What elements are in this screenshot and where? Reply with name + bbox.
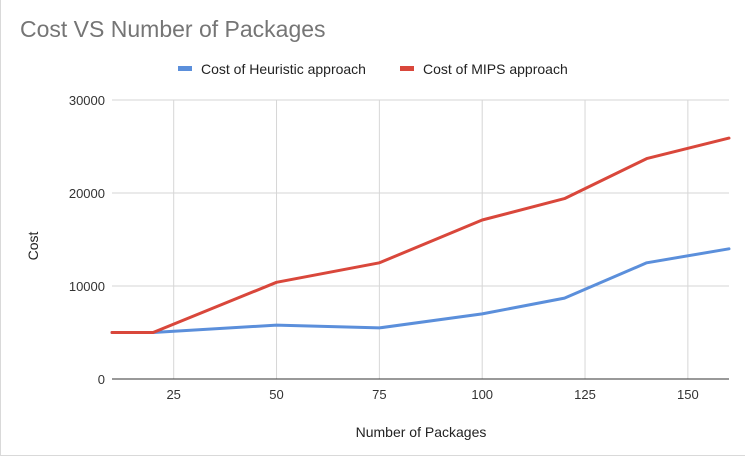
x-tick-label: 150 xyxy=(677,387,699,402)
series-line-mips xyxy=(110,136,731,334)
x-tick-label: 25 xyxy=(166,387,180,402)
y-tick-label: 30000 xyxy=(69,93,105,108)
x-tick-label: 100 xyxy=(471,387,493,402)
y-axis-ticks: 0 10000 20000 30000 xyxy=(69,93,105,387)
x-tick-label: 125 xyxy=(574,387,596,402)
x-axis-ticks: 25 50 75 100 125 150 xyxy=(166,387,698,402)
legend-swatch xyxy=(178,66,192,71)
x-axis-title: Number of Packages xyxy=(356,424,487,440)
legend-swatch xyxy=(400,66,414,71)
legend: Cost of Heuristic approach Cost of MIPS a… xyxy=(178,61,568,77)
x-tick-label: 75 xyxy=(372,387,386,402)
y-axis-title: Cost xyxy=(25,232,41,261)
legend-label: Cost of MIPS approach xyxy=(423,61,568,77)
y-tick-label: 0 xyxy=(98,372,105,387)
x-tick-label: 50 xyxy=(269,387,283,402)
y-tick-label: 20000 xyxy=(69,186,105,201)
grid xyxy=(112,99,729,379)
series-lines xyxy=(110,136,731,334)
series-line-heuristic xyxy=(110,247,731,334)
legend-item-1: Cost of MIPS approach xyxy=(400,61,568,77)
y-tick-label: 10000 xyxy=(69,279,105,294)
legend-label: Cost of Heuristic approach xyxy=(201,61,366,77)
legend-item-0: Cost of Heuristic approach xyxy=(178,61,366,77)
chart-title: Cost VS Number of Packages xyxy=(20,16,326,42)
